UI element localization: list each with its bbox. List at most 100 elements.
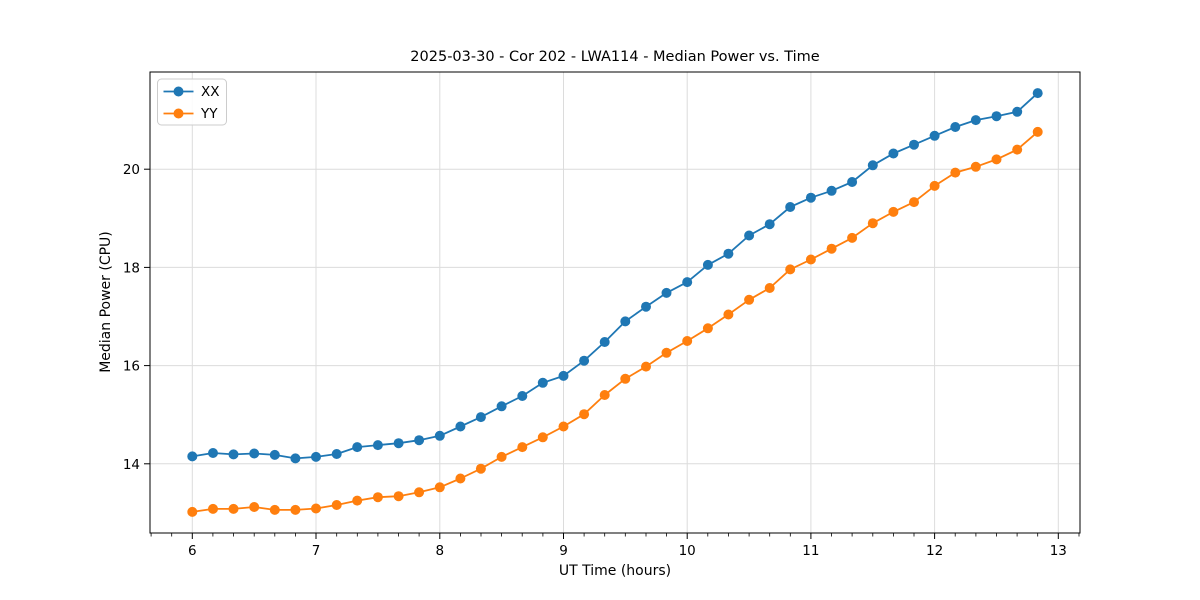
- data-point-xx: [764, 219, 775, 230]
- legend-marker-yy-icon: [173, 108, 184, 119]
- data-point-yy: [269, 504, 280, 515]
- y-tick-label: 16: [123, 359, 140, 375]
- x-tick-label: 12: [926, 543, 943, 559]
- data-point-yy: [579, 409, 590, 420]
- data-point-yy: [372, 492, 383, 503]
- data-point-yy: [517, 442, 528, 453]
- data-point-xx: [496, 401, 507, 412]
- data-point-xx: [888, 148, 899, 159]
- data-point-yy: [187, 506, 198, 517]
- axes-frame: [149, 71, 1081, 534]
- legend-entry-yy: YY: [163, 106, 218, 122]
- x-axis-label: UT Time (hours): [559, 563, 671, 579]
- data-point-yy: [826, 243, 837, 254]
- data-point-yy: [805, 254, 816, 265]
- data-point-yy: [393, 491, 404, 502]
- data-point-xx: [249, 448, 260, 459]
- data-point-xx: [311, 451, 321, 462]
- data-point-xx: [269, 449, 280, 460]
- data-point-yy: [496, 451, 507, 462]
- data-point-xx: [187, 451, 198, 462]
- data-point-xx: [970, 115, 981, 126]
- x-tick-label: 11: [802, 543, 819, 559]
- data-point-xx: [434, 430, 445, 441]
- data-point-xx: [414, 435, 425, 446]
- data-point-xx: [785, 202, 796, 212]
- data-point-xx: [1012, 106, 1023, 117]
- y-axis-label: Median Power (CPU): [98, 231, 114, 373]
- data-point-yy: [785, 264, 796, 275]
- data-point-yy: [475, 463, 486, 474]
- data-point-xx: [641, 301, 651, 312]
- x-tick-label: 7: [312, 543, 321, 559]
- data-point-xx: [352, 442, 363, 453]
- x-tick-label: 10: [679, 543, 696, 559]
- data-point-yy: [847, 232, 858, 243]
- data-point-xx: [517, 391, 528, 401]
- data-point-yy: [909, 197, 919, 208]
- data-point-yy: [929, 180, 940, 191]
- data-point-xx: [723, 248, 734, 259]
- data-point-yy: [723, 309, 734, 320]
- data-point-xx: [867, 160, 878, 171]
- data-point-xx: [290, 453, 301, 464]
- data-point-yy: [208, 503, 218, 514]
- data-point-xx: [455, 421, 466, 432]
- data-point-xx: [228, 449, 239, 460]
- data-point-xx: [909, 139, 919, 150]
- legend-marker-xx-icon: [173, 86, 184, 97]
- x-tick-label: 13: [1050, 543, 1067, 559]
- data-point-yy: [661, 347, 672, 358]
- data-point-xx: [744, 230, 755, 241]
- data-point-yy: [888, 206, 899, 217]
- data-point-yy: [434, 482, 445, 493]
- data-point-yy: [249, 502, 260, 512]
- data-point-xx: [991, 111, 1002, 122]
- legend-label-yy: YY: [200, 106, 218, 122]
- x-tick-label: 9: [559, 543, 568, 559]
- data-point-xx: [1032, 88, 1043, 99]
- data-point-xx: [826, 185, 837, 196]
- data-point-yy: [352, 495, 363, 506]
- y-tick-label: 18: [123, 260, 140, 276]
- data-point-yy: [1032, 126, 1043, 137]
- data-point-xx: [579, 355, 590, 366]
- grid-lines: [150, 72, 1080, 533]
- data-point-xx: [805, 192, 816, 203]
- data-point-xx: [537, 377, 548, 388]
- data-point-yy: [970, 161, 981, 172]
- y-tick-label: 14: [123, 457, 140, 473]
- data-point-xx: [661, 287, 672, 298]
- data-point-yy: [414, 487, 425, 498]
- data-point-xx: [702, 259, 713, 270]
- data-point-yy: [537, 432, 548, 443]
- data-point-xx: [331, 449, 342, 459]
- data-point-xx: [847, 177, 858, 187]
- data-point-yy: [744, 294, 755, 305]
- data-point-xx: [475, 412, 486, 423]
- data-point-yy: [682, 336, 693, 346]
- axis-ticks: 6 7 8 9 10 11 12 13 14 16 18 20: [123, 162, 1080, 559]
- x-tick-label: 6: [188, 543, 197, 559]
- data-point-yy: [1012, 144, 1023, 155]
- data-point-xx: [599, 337, 610, 347]
- data-point-xx: [682, 277, 693, 288]
- legend: XX YY: [157, 78, 227, 126]
- data-point-xx: [558, 370, 569, 381]
- data-point-yy: [331, 500, 342, 510]
- data-point-yy: [620, 373, 631, 384]
- data-point-yy: [867, 218, 878, 229]
- data-point-yy: [641, 361, 651, 372]
- data-point-yy: [558, 421, 569, 432]
- data-point-yy: [455, 473, 466, 484]
- data-point-yy: [991, 154, 1002, 165]
- data-point-xx: [372, 440, 383, 451]
- data-point-yy: [702, 323, 713, 334]
- x-tick-label: 8: [436, 543, 445, 559]
- data-point-xx: [393, 438, 404, 449]
- data-point-yy: [290, 504, 301, 515]
- series-layer: [187, 88, 1043, 517]
- legend-entry-xx: XX: [163, 84, 220, 100]
